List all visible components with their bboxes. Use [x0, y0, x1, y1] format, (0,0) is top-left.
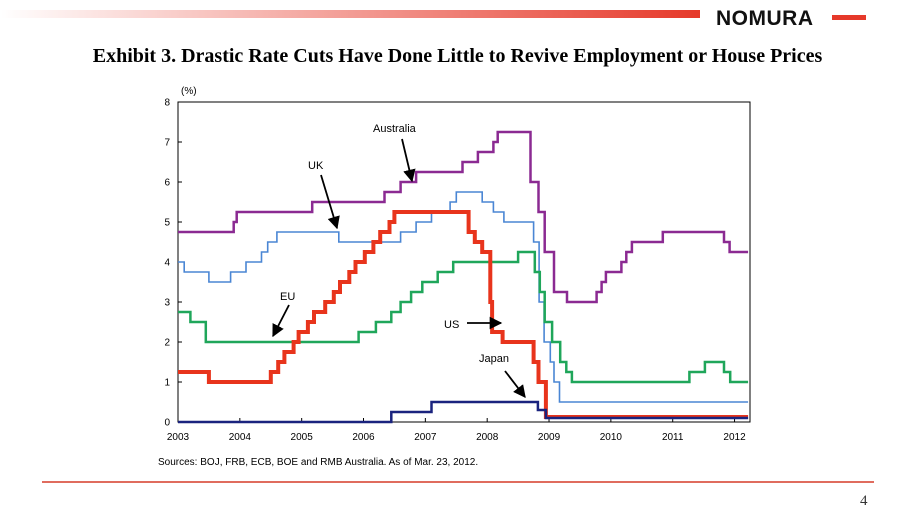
y-tick-label: 6 [164, 178, 170, 189]
x-axis: 2003 2004 2005 2006 2007 2008 2009 2010 2011 2012 [167, 418, 746, 443]
x-tick-label: 2004 [229, 432, 252, 443]
annotation-arrow-eu [272, 304, 290, 338]
y-axis: 0 1 2 3 4 5 6 7 8 [164, 98, 182, 429]
brand-logo: NOMURA [716, 7, 814, 30]
y-tick-label: 4 [164, 258, 170, 269]
y-tick-label: 5 [164, 218, 170, 229]
footer-rule [42, 481, 874, 483]
page-title: Exhibit 3. Drastic Rate Cuts Have Done L… [92, 45, 823, 67]
brand-accent-dash [832, 15, 866, 20]
page-number: 4 [860, 493, 868, 509]
series-layer [178, 130, 749, 424]
annotation-label-japan: Japan [479, 353, 509, 365]
y-tick-label: 1 [164, 378, 170, 389]
y-tick-label: 8 [164, 98, 170, 109]
series-line-australia [178, 130, 749, 304]
series-line-japan [178, 400, 749, 424]
annotation-label-eu: EU [280, 291, 295, 303]
annotation-label-uk: UK [308, 160, 324, 172]
x-tick-label: 2008 [476, 432, 499, 443]
x-tick-label: 2006 [352, 432, 375, 443]
series-line-eu [178, 250, 749, 384]
header-gradient-rule [0, 10, 700, 18]
x-tick-label: 2003 [167, 432, 190, 443]
y-tick-label: 0 [164, 418, 170, 429]
x-tick-label: 2010 [600, 432, 623, 443]
y-tick-label: 7 [164, 138, 170, 149]
x-tick-label: 2012 [723, 432, 746, 443]
y-tick-label: 3 [164, 298, 170, 309]
annotation-label-us: US [444, 319, 459, 331]
x-tick-label: 2007 [414, 432, 437, 443]
y-axis-unit-label: (%) [181, 86, 197, 97]
annotation-arrow-uk [320, 174, 340, 230]
annotation-arrow-australia [401, 138, 416, 183]
annotation-arrow-japan [504, 370, 526, 398]
x-tick-label: 2009 [538, 432, 561, 443]
y-tick-label: 2 [164, 338, 170, 349]
series-line-uk [178, 191, 749, 403]
annotation-label-australia: Australia [373, 123, 417, 135]
source-note: Sources: BOJ, FRB, ECB, BOE and RMB Aust… [158, 457, 479, 468]
x-tick-label: 2005 [291, 432, 314, 443]
x-tick-label: 2011 [662, 432, 684, 443]
